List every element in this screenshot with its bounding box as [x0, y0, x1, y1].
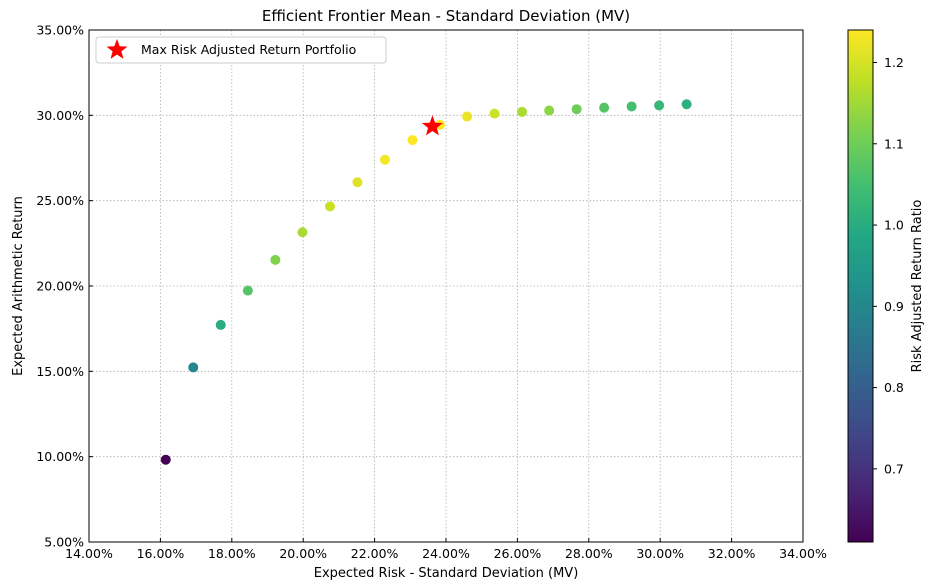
x-tick-label: 14.00% [65, 546, 113, 561]
highlight-star [421, 115, 443, 136]
frontier-point [599, 102, 610, 113]
y-axis-ticks: 5.00% 10.00% 15.00% 20.00% 25.00% 30.00% 35.00… [36, 23, 93, 550]
x-tick-label: 18.00% [208, 546, 256, 561]
colorbar-gradient [847, 29, 874, 543]
y-tick-label: 35.00% [36, 23, 84, 38]
frontier-point [407, 135, 418, 146]
colorbar-tick-label: 0.7 [884, 461, 904, 476]
frontier-point [462, 111, 473, 122]
frontier-point [654, 100, 665, 111]
colorbar-tick-label: 1.0 [884, 218, 904, 233]
y-tick-label: 30.00% [36, 108, 84, 123]
colorbar-tick-label: 0.9 [884, 299, 904, 314]
legend-box [95, 36, 387, 64]
colorbar-tick-label: 0.8 [884, 380, 904, 395]
x-axis-label: Expected Risk - Standard Deviation (MV) [314, 566, 579, 581]
x-tick-label: 24.00% [422, 546, 470, 561]
frontier-point [626, 101, 637, 112]
colorbar-tick-label: 1.1 [884, 136, 904, 151]
frontier-point [215, 319, 226, 330]
frontier-point [379, 154, 390, 165]
frontier-point [188, 362, 199, 373]
legend-star-icon [106, 39, 128, 59]
x-axis-ticks: 14.00% 16.00% 18.00% 20.00% 22.00% 24.00% 26.0… [65, 538, 827, 561]
max-risk-adjusted-star [421, 115, 443, 136]
frontier-point [681, 99, 692, 110]
frontier-point [324, 201, 335, 212]
colorbar-label: Risk Adjusted Return Ratio [910, 200, 925, 373]
y-tick-label: 5.00% [44, 535, 84, 550]
x-tick-label: 32.00% [708, 546, 756, 561]
colorbar-tick-label: 1.2 [884, 55, 904, 70]
frontier-point [352, 177, 363, 188]
legend: Max Risk Adjusted Return Portfolio [95, 36, 387, 64]
grid-lines [88, 29, 804, 543]
legend-label: Max Risk Adjusted Return Portfolio [141, 42, 356, 57]
frontier-point [297, 227, 308, 238]
frontier-point [489, 108, 500, 119]
colorbar: 0.7 0.8 0.9 1.0 1.1 1.2 Risk Adjusted Return … [847, 29, 925, 543]
x-tick-label: 34.00% [779, 546, 827, 561]
frontier-point [160, 454, 171, 465]
frontier-point [571, 104, 582, 115]
y-tick-label: 20.00% [36, 279, 84, 294]
frontier-point [242, 285, 253, 296]
x-tick-label: 16.00% [137, 546, 185, 561]
x-tick-label: 22.00% [351, 546, 399, 561]
y-tick-label: 10.00% [36, 449, 84, 464]
frontier-point [544, 105, 555, 116]
y-tick-label: 15.00% [36, 364, 84, 379]
y-tick-label: 25.00% [36, 193, 84, 208]
x-tick-label: 26.00% [494, 546, 542, 561]
x-tick-label: 30.00% [636, 546, 684, 561]
legend-star [106, 39, 128, 59]
x-tick-label: 28.00% [565, 546, 613, 561]
x-tick-label: 20.00% [279, 546, 327, 561]
colorbar-ticks: 0.7 0.8 0.9 1.0 1.1 1.2 [873, 55, 904, 476]
scatter-points [160, 99, 692, 465]
y-axis-label: Expected Arithmetic Return [11, 196, 26, 376]
chart-title: Efficient Frontier Mean - Standard Devia… [262, 7, 630, 25]
frontier-point [270, 254, 281, 265]
frontier-point [517, 106, 528, 117]
